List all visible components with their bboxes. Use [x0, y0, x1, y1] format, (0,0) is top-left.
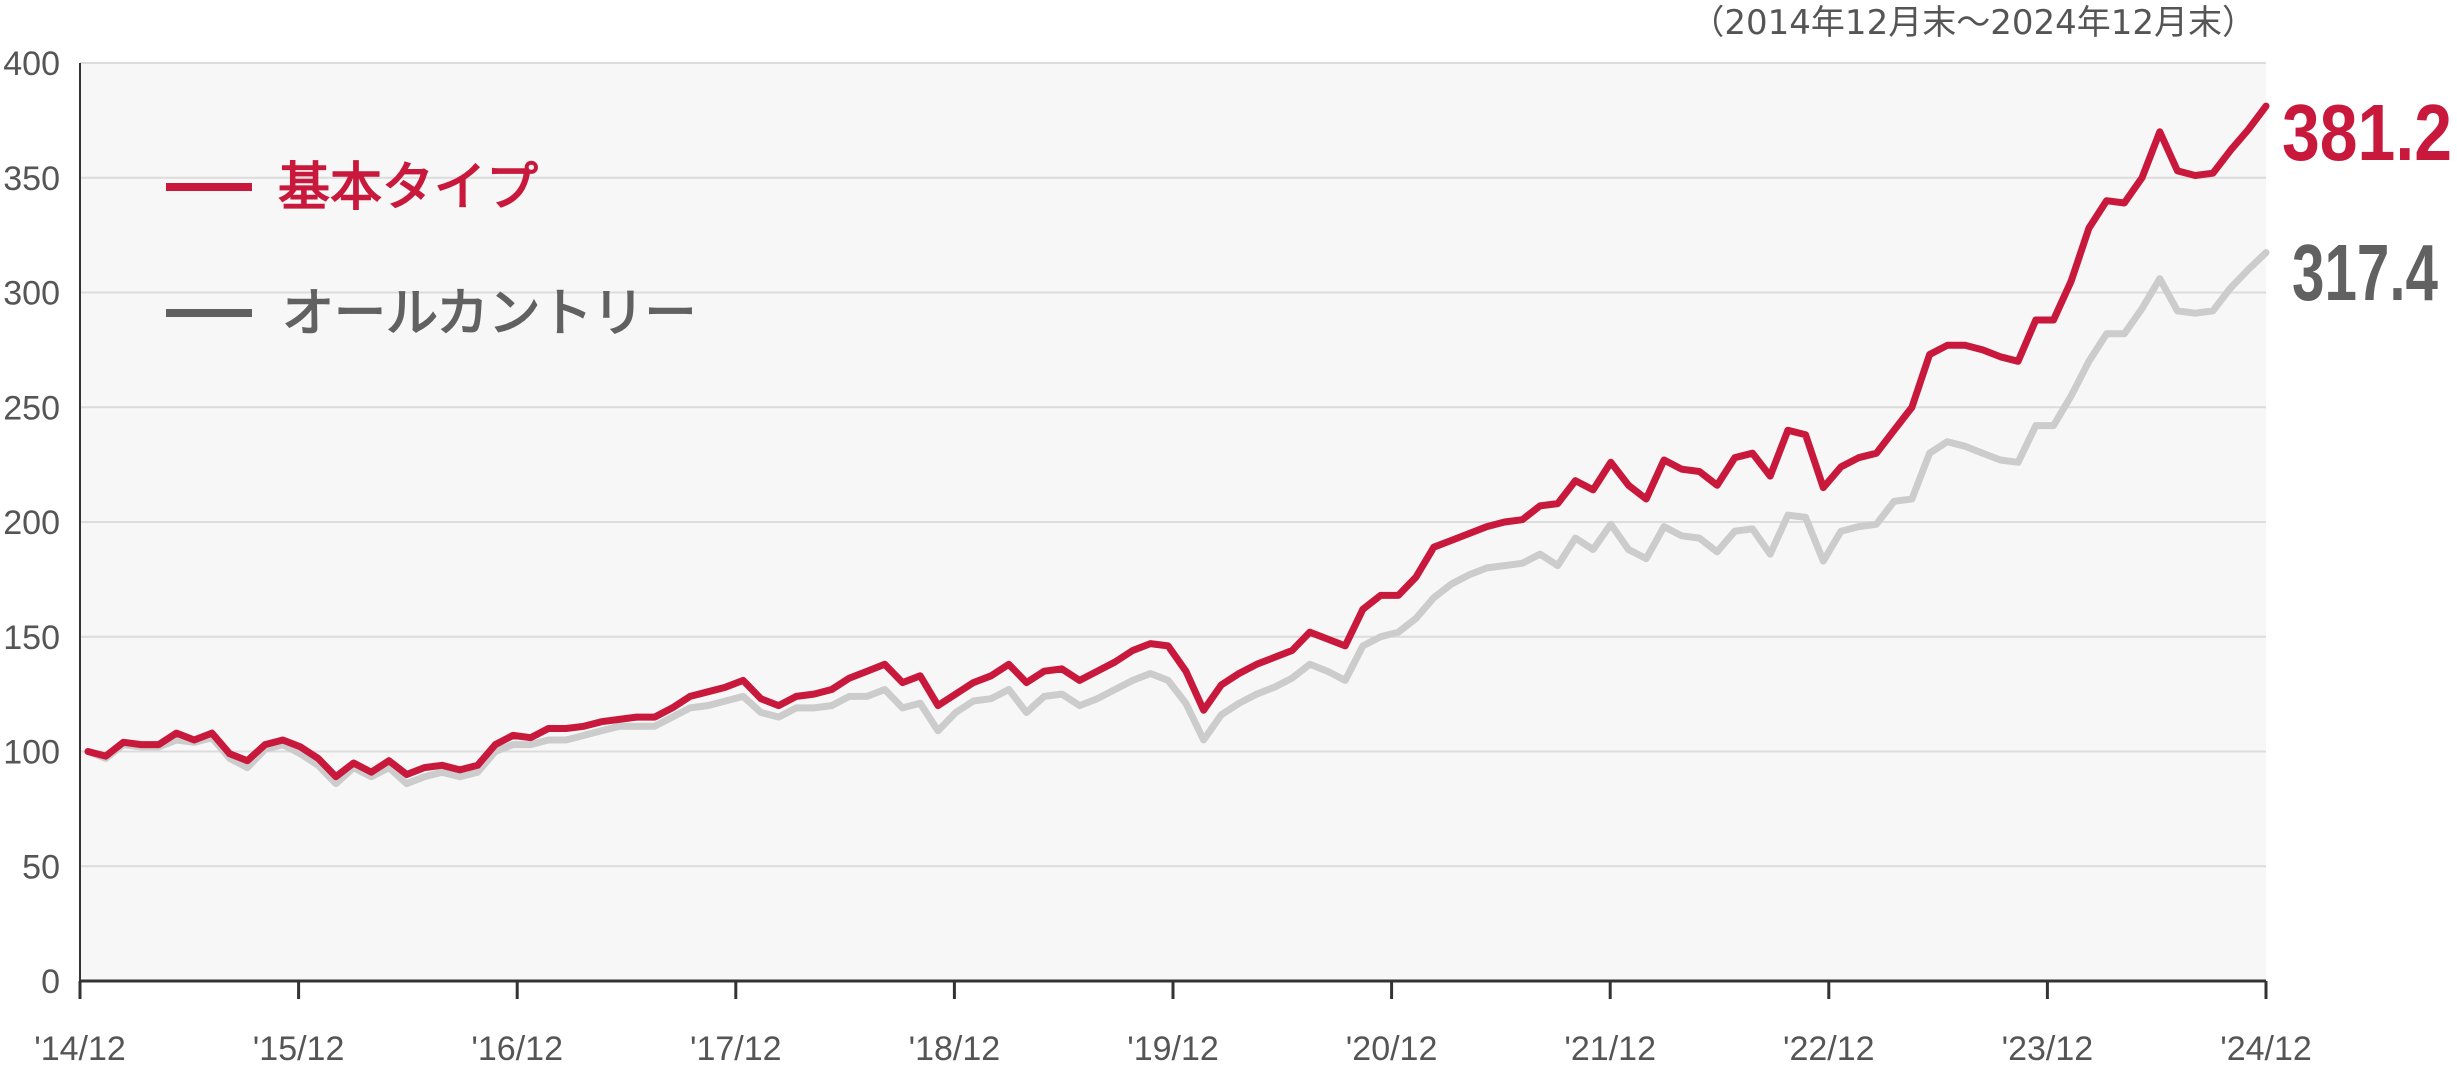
- x-tick-label: '19/12: [1127, 1030, 1219, 1068]
- y-tick-label: 350: [3, 160, 60, 198]
- y-axis: 0 50 100 150 200 250 300 350 400: [3, 45, 60, 1001]
- end-value-basic: 381.2: [2282, 88, 2452, 177]
- y-tick-label: 0: [41, 963, 60, 1001]
- x-tick-label: '15/12: [253, 1030, 345, 1068]
- x-tick-label: '24/12: [2220, 1030, 2312, 1068]
- legend: 基本タイプ オールカントリー: [166, 158, 696, 344]
- series-line-basic: [84, 102, 2270, 781]
- x-tick-label: '17/12: [690, 1030, 782, 1068]
- legend-label-allcountry: オールカントリー: [282, 284, 696, 344]
- y-tick-label: 150: [3, 619, 60, 657]
- x-tick-label: '21/12: [1564, 1030, 1656, 1068]
- y-tick-label: 50: [22, 848, 60, 886]
- legend-label-basic: 基本タイプ: [278, 158, 538, 218]
- series-lines: [84, 102, 2270, 788]
- y-tick-label: 300: [3, 275, 60, 313]
- y-tick-label: 400: [3, 45, 60, 83]
- x-tick-label: '16/12: [471, 1030, 563, 1068]
- x-tick-label: '18/12: [909, 1030, 1001, 1068]
- x-axis: '14/12 '15/12 '16/12 '17/12 '18/12 '19/12 '20/…: [34, 63, 2312, 1068]
- series-line-allcountry: [84, 249, 2270, 788]
- y-tick-label: 200: [3, 504, 60, 542]
- x-tick-label: '20/12: [1346, 1030, 1438, 1068]
- y-tick-label: 250: [3, 389, 60, 427]
- y-tick-label: 100: [3, 734, 60, 772]
- end-value-allcountry: 317.4: [2292, 228, 2438, 317]
- period-note: （2014年12月末〜2024年12月末）: [1690, 3, 2256, 43]
- x-tick-label: '23/12: [2002, 1030, 2094, 1068]
- gridlines: [80, 62, 2266, 868]
- x-tick-label: '14/12: [34, 1030, 126, 1068]
- x-tick-label: '22/12: [1783, 1030, 1875, 1068]
